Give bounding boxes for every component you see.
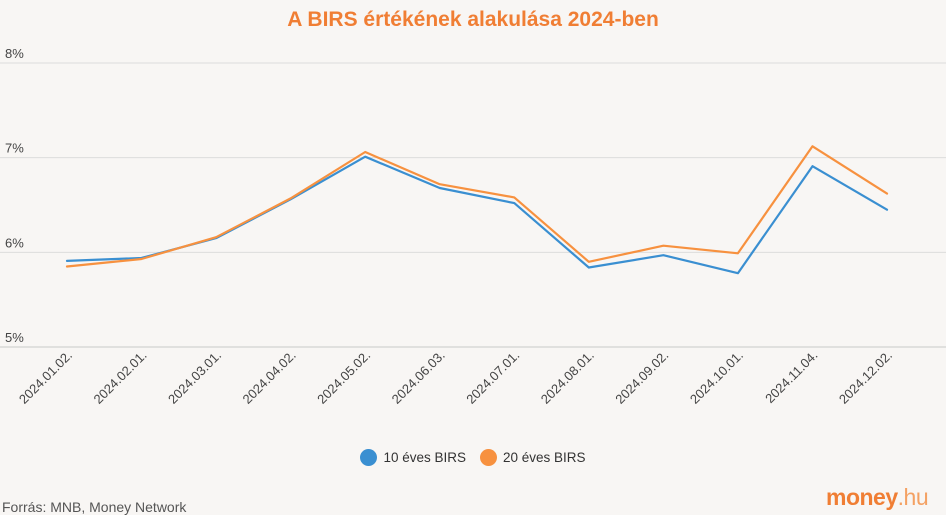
chart-title: A BIRS értékének alakulása 2024-ben bbox=[287, 8, 659, 31]
legend-label-20y: 20 éves BIRS bbox=[503, 450, 586, 465]
y-tick-label: 5% bbox=[5, 330, 24, 345]
x-tick-label: 2024.05.02. bbox=[314, 348, 373, 407]
y-tick-label: 6% bbox=[5, 235, 24, 250]
money-hu-logo[interactable]: money.hu bbox=[826, 484, 929, 511]
legend-marker-10y bbox=[360, 449, 378, 466]
x-tick-label: 2024.06.03. bbox=[389, 348, 448, 407]
y-axis-labels: 5% 6% 7% 8% bbox=[5, 46, 24, 345]
x-axis-labels: 2024.01.02. 2024.02.01. 2024.03.01. 2024.04… bbox=[16, 348, 895, 407]
logo-main: money bbox=[826, 484, 898, 510]
legend: 10 éves BIRS 20 éves BIRS bbox=[0, 449, 946, 466]
legend-label-10y: 10 éves BIRS bbox=[383, 450, 466, 465]
x-tick-label: 2024.11.04. bbox=[762, 348, 820, 406]
series-line-20y bbox=[65, 145, 889, 268]
legend-item-20y[interactable]: 20 éves BIRS bbox=[480, 449, 586, 466]
x-tick-label: 2024.03.01. bbox=[165, 348, 224, 407]
logo-tld: .hu bbox=[897, 484, 929, 510]
x-tick-label: 2024.02.01. bbox=[90, 348, 149, 407]
x-tick-label: 2024.12.02. bbox=[836, 348, 895, 407]
x-tick-label: 2024.01.02. bbox=[16, 348, 75, 407]
x-tick-label: 2024.08.01. bbox=[538, 348, 597, 407]
x-tick-label: 2024.10.01. bbox=[687, 348, 746, 407]
legend-marker-20y bbox=[480, 449, 497, 466]
x-tick-label: 2024.09.02. bbox=[612, 348, 671, 407]
gridlines bbox=[0, 62, 946, 348]
y-tick-label: 7% bbox=[5, 141, 24, 156]
series-lines bbox=[65, 145, 889, 275]
y-tick-label: 8% bbox=[5, 46, 24, 61]
x-tick-label: 2024.04.02. bbox=[240, 348, 299, 407]
legend-item-10y[interactable]: 10 éves BIRS bbox=[360, 449, 466, 466]
source-note: Forrás: MNB, Money Network bbox=[2, 499, 187, 515]
x-tick-label: 2024.07.01. bbox=[463, 348, 522, 407]
